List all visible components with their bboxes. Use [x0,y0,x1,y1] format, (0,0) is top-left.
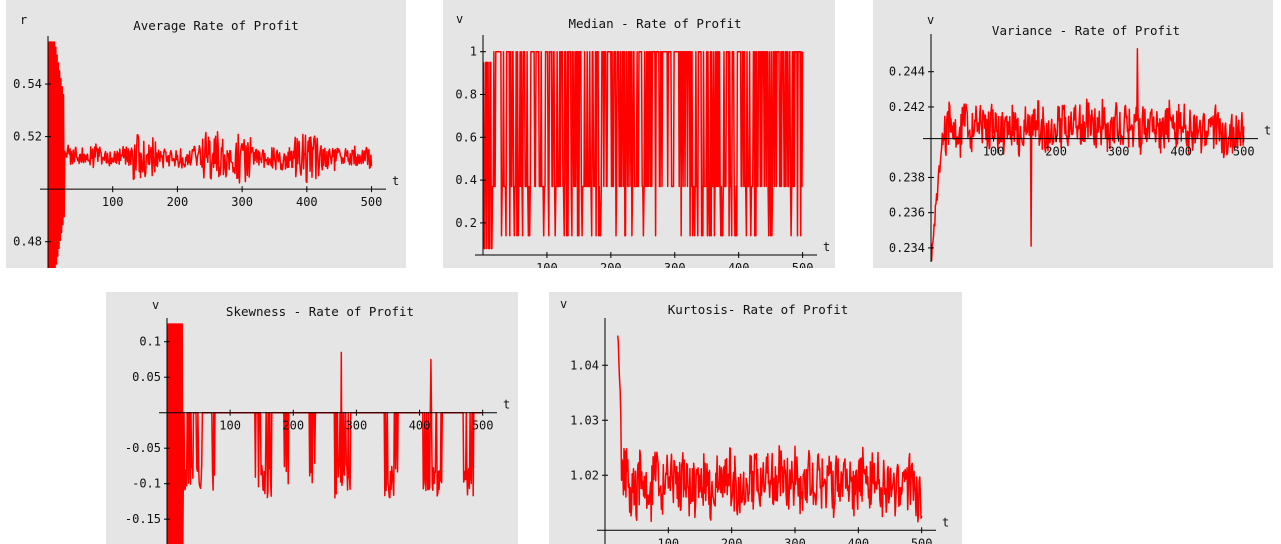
variance-y-tick-label: 0.242 [889,100,925,114]
variance-x-tick-label: 200 [1045,145,1067,159]
skewness-y-tick-label: 0.1 [139,335,161,349]
median-y-tick-label: 0.4 [455,173,477,187]
kurtosis-y-tick-label: 1.03 [570,413,599,427]
kurtosis-x-tick-label: 100 [657,536,679,544]
variance-y-axis-label: v [927,13,934,27]
skewness-chart-svg: 100 200 300 400 500 -0.15 -0.1 -0.05 0.05 0.1 Skew… [125,298,510,544]
median-x-tick-label: 100 [536,261,558,268]
kurtosis-series-line [616,335,923,523]
median-x-tick-label: 200 [600,261,622,268]
median-x-tick-label: 400 [728,261,750,268]
avg-x-tick-label: 400 [296,195,318,209]
variance-x-tick-label: 300 [1108,145,1130,159]
variance-y-tick-label: 0.238 [889,170,925,184]
skewness-y-tick-label: -0.05 [125,441,161,455]
median-series-line [482,50,804,250]
avg-x-tick-label: 200 [167,195,189,209]
median-y-tick-label: 0.2 [455,216,477,230]
kurtosis-chart-svg: 100 200 300 400 500 1.02 1.03 1.04 Kurtosis- Rat… [560,297,949,544]
median-chart-svg: 100 200 300 400 500 0.2 0.4 0.6 0.8 1 Median - Rat… [455,12,830,268]
median-y-axis-label: v [456,12,463,26]
variance-series-line [930,48,1245,262]
avg-chart-title: Average Rate of Profit [133,18,299,33]
avg-y-tick-label: 0.48 [13,235,42,249]
avg-x-tick-label: 100 [102,195,124,209]
median-y-tick-label: 0.6 [455,130,477,144]
median-x-tick-label: 500 [792,261,814,268]
variance-chart-svg: 100 200 300 400 500 0.234 0.236 0.238 0.242 0.244… [889,13,1271,262]
median-x-tick-label: 300 [664,261,686,268]
skewness-y-axis-label: v [152,298,159,312]
skewness-chart-title: Skewness - Rate of Profit [226,304,414,319]
kurtosis-y-tick-label: 1.04 [570,358,599,372]
avg-y-tick-label: 0.54 [13,77,42,91]
variance-rate-of-profit-chart: 100 200 300 400 500 0.234 0.236 0.238 0.242 0.244… [873,0,1273,268]
skewness-x-tick-label: 400 [409,419,431,433]
skewness-x-tick-label: 100 [219,419,241,433]
avg-x-tick-label: 300 [231,195,253,209]
skewness-x-tick-label: 200 [282,419,304,433]
variance-x-axis-label: t [1264,124,1271,138]
avg-x-axis-label: t [392,174,399,188]
median-x-axis-label: t [823,240,830,254]
avg-series-line [47,41,373,268]
kurtosis-y-axis-label: v [560,297,567,311]
variance-x-tick-label: 400 [1170,145,1192,159]
avg-y-axis-label: r [20,13,27,27]
skewness-y-tick-label: 0.05 [132,370,161,384]
variance-y-tick-label: 0.244 [889,65,925,79]
avg-y-tick-label: 0.52 [13,130,42,144]
median-chart-title: Median - Rate of Profit [568,16,741,31]
average-rate-of-profit-chart: 100 200 300 400 500 0.48 0.52 0.54 Average Rate … [6,0,406,268]
median-y-tick-label: 0.8 [455,88,477,102]
skewness-x-tick-label: 300 [346,419,368,433]
kurtosis-x-tick-label: 300 [784,536,806,544]
skewness-y-tick-label: -0.15 [125,512,161,526]
skewness-rate-of-profit-chart: 100 200 300 400 500 -0.15 -0.1 -0.05 0.05 0.1 Skew… [106,292,518,544]
variance-x-tick-label: 500 [1233,145,1255,159]
avg-x-tick-label: 500 [361,195,383,209]
kurtosis-x-tick-label: 400 [847,536,869,544]
kurtosis-x-axis-label: t [942,515,949,529]
variance-y-tick-label: 0.234 [889,241,925,255]
variance-y-tick-label: 0.236 [889,206,925,220]
kurtosis-rate-of-profit-chart: 100 200 300 400 500 1.02 1.03 1.04 Kurtosis- Rat… [549,292,962,544]
median-rate-of-profit-chart: 100 200 300 400 500 0.2 0.4 0.6 0.8 1 Median - Rat… [443,0,835,268]
skewness-x-axis-label: t [503,398,510,412]
skewness-y-tick-label: -0.1 [132,477,161,491]
variance-x-tick-label: 100 [983,145,1005,159]
skewness-series-line [166,323,483,544]
kurtosis-chart-title: Kurtosis- Rate of Profit [668,302,849,317]
average-chart-svg: 100 200 300 400 500 0.48 0.52 0.54 Average Rate … [13,13,399,268]
kurtosis-x-tick-label: 500 [911,536,933,544]
skewness-x-tick-label: 500 [472,419,494,433]
median-y-tick-label: 1 [470,45,477,59]
variance-chart-title: Variance - Rate of Profit [992,23,1180,38]
kurtosis-y-tick-label: 1.02 [570,468,599,482]
kurtosis-x-tick-label: 200 [721,536,743,544]
